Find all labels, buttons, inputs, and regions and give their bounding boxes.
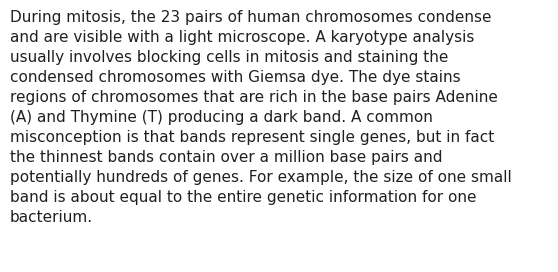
- Text: During mitosis, the 23 pairs of human chromosomes condense
and are visible with : During mitosis, the 23 pairs of human ch…: [10, 10, 512, 225]
